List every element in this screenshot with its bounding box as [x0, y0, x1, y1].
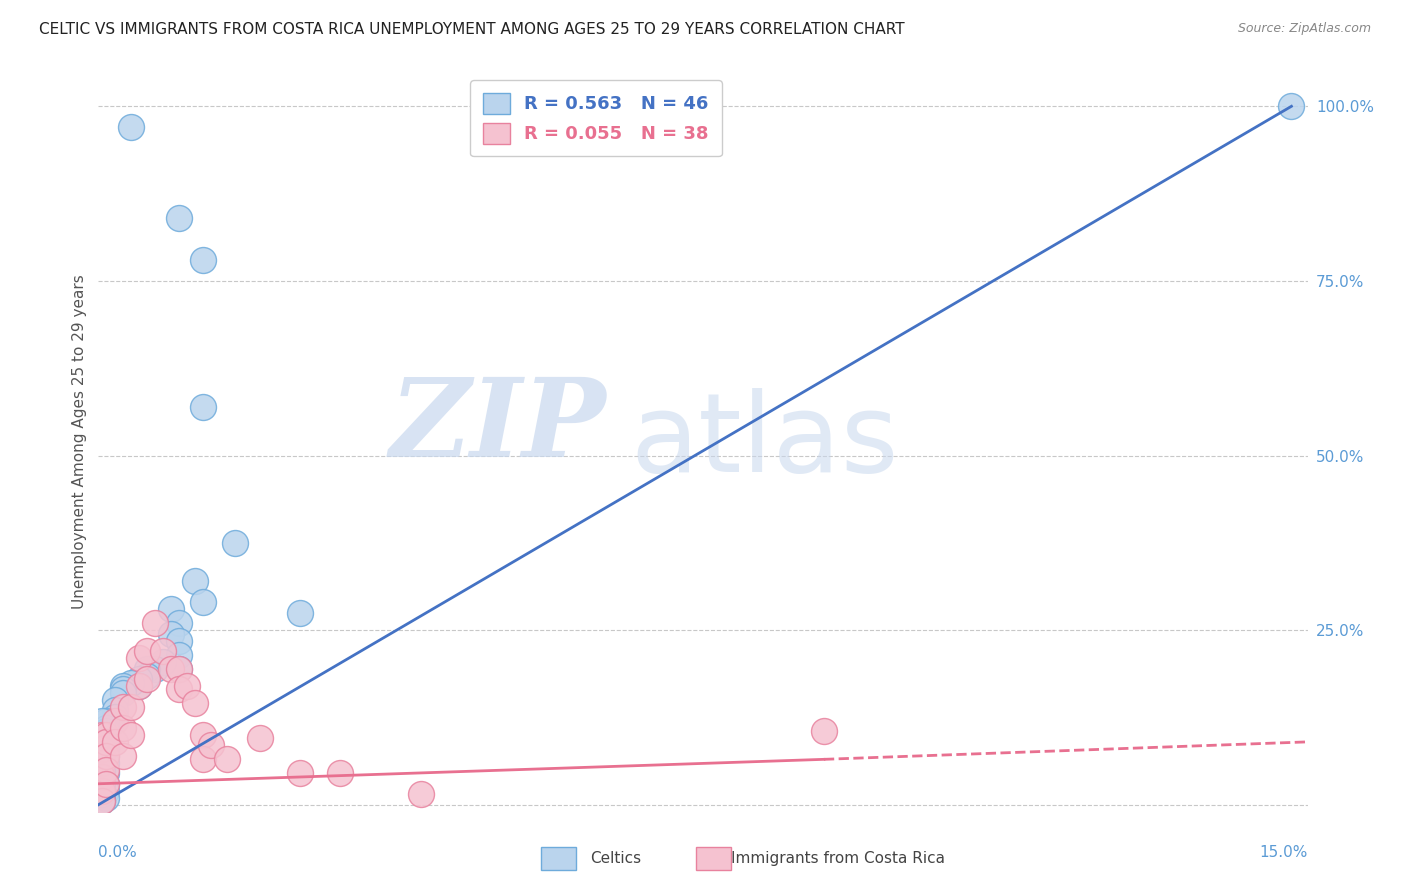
Text: Source: ZipAtlas.com: Source: ZipAtlas.com — [1237, 22, 1371, 36]
Point — [96, 714, 118, 728]
Point — [128, 672, 150, 686]
Point — [288, 766, 311, 780]
Point — [96, 748, 118, 763]
Point — [1281, 99, 1303, 113]
Point — [111, 679, 134, 693]
Point — [193, 752, 215, 766]
Point — [91, 777, 114, 791]
Point — [96, 766, 118, 780]
Point — [193, 595, 215, 609]
Point — [96, 790, 118, 805]
Point — [167, 211, 190, 225]
Point — [96, 784, 118, 798]
Point — [96, 735, 118, 749]
Point — [167, 616, 190, 631]
Point — [409, 787, 432, 801]
Point — [813, 724, 835, 739]
Point — [91, 763, 114, 777]
Text: 15.0%: 15.0% — [1260, 845, 1308, 860]
Point — [176, 679, 198, 693]
Point — [96, 724, 118, 739]
Text: ZIP: ZIP — [389, 373, 606, 481]
Point — [91, 742, 114, 756]
Point — [91, 748, 114, 763]
Point — [111, 686, 134, 700]
Y-axis label: Unemployment Among Ages 25 to 29 years: Unemployment Among Ages 25 to 29 years — [72, 274, 87, 609]
Point — [160, 602, 183, 616]
Point — [152, 644, 174, 658]
Point — [91, 735, 114, 749]
Point — [193, 400, 215, 414]
Point — [128, 679, 150, 693]
Point — [96, 777, 118, 791]
Point — [167, 633, 190, 648]
Point — [224, 536, 246, 550]
Text: Celtics: Celtics — [591, 851, 641, 865]
Point — [103, 710, 125, 724]
Point — [91, 784, 114, 798]
Point — [111, 748, 134, 763]
Point — [184, 574, 207, 589]
Point — [160, 661, 183, 675]
Text: Immigrants from Costa Rica: Immigrants from Costa Rica — [731, 851, 945, 865]
Point — [96, 763, 118, 777]
Text: 0.0%: 0.0% — [98, 845, 138, 860]
Point — [167, 661, 190, 675]
Point — [120, 120, 142, 135]
Point — [167, 661, 190, 675]
Point — [120, 700, 142, 714]
Point — [184, 697, 207, 711]
Point — [160, 626, 183, 640]
Point — [96, 742, 118, 756]
Point — [96, 777, 118, 791]
Point — [167, 682, 190, 697]
Point — [120, 728, 142, 742]
Point — [128, 679, 150, 693]
Point — [143, 661, 166, 675]
Point — [96, 735, 118, 749]
Point — [103, 693, 125, 707]
Point — [329, 766, 352, 780]
Point — [135, 672, 157, 686]
Point — [111, 700, 134, 714]
Point — [103, 735, 125, 749]
Point — [111, 721, 134, 735]
Point — [135, 661, 157, 675]
Legend: R = 0.563   N = 46, R = 0.055   N = 38: R = 0.563 N = 46, R = 0.055 N = 38 — [470, 80, 721, 156]
Point — [193, 728, 215, 742]
Point — [91, 794, 114, 808]
Point — [96, 756, 118, 770]
Point — [143, 616, 166, 631]
Point — [217, 752, 239, 766]
Point — [167, 648, 190, 662]
Point — [96, 721, 118, 735]
Point — [96, 748, 118, 763]
Text: atlas: atlas — [630, 388, 898, 495]
Point — [193, 252, 215, 267]
Point — [249, 731, 271, 746]
Point — [120, 675, 142, 690]
Point — [91, 756, 114, 770]
Point — [152, 655, 174, 669]
Point — [103, 703, 125, 717]
Point — [135, 644, 157, 658]
Point — [103, 714, 125, 728]
Point — [288, 606, 311, 620]
Point — [91, 787, 114, 801]
Point — [128, 651, 150, 665]
Point — [91, 770, 114, 784]
Point — [96, 728, 118, 742]
Point — [111, 682, 134, 697]
Point — [91, 728, 114, 742]
Point — [200, 739, 222, 753]
Text: CELTIC VS IMMIGRANTS FROM COSTA RICA UNEMPLOYMENT AMONG AGES 25 TO 29 YEARS CORR: CELTIC VS IMMIGRANTS FROM COSTA RICA UNE… — [39, 22, 905, 37]
Point — [91, 794, 114, 808]
Point — [135, 668, 157, 682]
Point — [91, 714, 114, 728]
